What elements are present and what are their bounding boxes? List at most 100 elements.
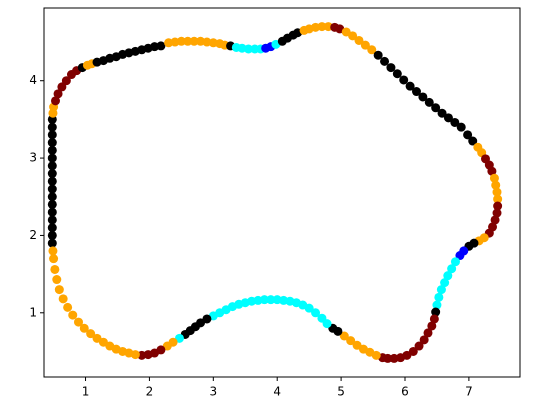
point bbox=[58, 294, 68, 304]
point bbox=[443, 113, 453, 123]
point bbox=[156, 41, 166, 51]
point bbox=[450, 117, 460, 127]
y-tick-label: 4 bbox=[29, 73, 37, 87]
point bbox=[47, 153, 57, 163]
x-tick-label: 2 bbox=[146, 385, 154, 399]
point bbox=[389, 353, 399, 363]
point bbox=[456, 122, 466, 132]
point bbox=[490, 215, 500, 225]
point bbox=[487, 166, 497, 176]
x-tick-label: 4 bbox=[273, 385, 281, 399]
point bbox=[86, 329, 96, 339]
point bbox=[266, 295, 276, 305]
point bbox=[434, 292, 444, 302]
x-tick-label: 5 bbox=[337, 385, 345, 399]
point bbox=[493, 201, 503, 211]
point bbox=[405, 81, 415, 91]
x-tick-label: 7 bbox=[465, 385, 473, 399]
point bbox=[51, 96, 61, 106]
point bbox=[47, 238, 57, 248]
y-tick-label: 1 bbox=[29, 305, 37, 319]
point bbox=[47, 161, 57, 171]
point bbox=[47, 122, 57, 132]
point bbox=[47, 199, 57, 209]
point bbox=[348, 31, 358, 41]
point bbox=[54, 285, 64, 295]
point bbox=[455, 251, 465, 261]
point bbox=[317, 313, 327, 323]
point bbox=[339, 331, 349, 341]
point bbox=[367, 45, 377, 55]
point bbox=[47, 215, 57, 225]
point bbox=[443, 271, 453, 281]
point bbox=[354, 35, 364, 45]
point bbox=[463, 130, 473, 140]
point bbox=[68, 310, 78, 320]
point bbox=[419, 335, 429, 345]
point bbox=[47, 230, 57, 240]
point bbox=[47, 176, 57, 186]
point bbox=[183, 36, 193, 46]
point bbox=[491, 180, 501, 190]
point bbox=[429, 314, 439, 324]
plot-frame bbox=[43, 7, 521, 378]
point bbox=[352, 340, 362, 350]
point bbox=[399, 75, 409, 85]
point bbox=[380, 56, 390, 66]
point bbox=[311, 308, 321, 318]
point bbox=[424, 97, 434, 107]
point bbox=[468, 136, 478, 146]
point bbox=[47, 207, 57, 217]
point bbox=[47, 138, 57, 148]
point bbox=[47, 223, 57, 233]
point bbox=[47, 169, 57, 179]
point bbox=[492, 187, 502, 197]
point bbox=[47, 184, 57, 194]
point bbox=[489, 173, 499, 183]
point bbox=[418, 92, 428, 102]
point bbox=[423, 328, 433, 338]
point bbox=[47, 130, 57, 140]
x-tick-label: 1 bbox=[82, 385, 90, 399]
point bbox=[386, 63, 396, 73]
point bbox=[431, 307, 441, 317]
point bbox=[53, 89, 63, 99]
point bbox=[411, 87, 421, 97]
x-tick-label: 6 bbox=[401, 385, 409, 399]
point bbox=[432, 300, 442, 310]
point bbox=[92, 333, 102, 343]
point bbox=[243, 44, 253, 54]
y-tick-label: 3 bbox=[29, 151, 37, 165]
point bbox=[436, 285, 446, 295]
point bbox=[57, 82, 67, 92]
point bbox=[373, 50, 383, 60]
point bbox=[79, 323, 89, 333]
point bbox=[63, 302, 73, 312]
point bbox=[493, 194, 503, 204]
point bbox=[431, 103, 441, 113]
point bbox=[447, 264, 457, 274]
point bbox=[450, 257, 460, 267]
point bbox=[189, 36, 199, 46]
point bbox=[492, 208, 502, 218]
y-tick-label: 2 bbox=[29, 228, 37, 242]
point bbox=[360, 40, 370, 50]
point bbox=[47, 145, 57, 155]
point bbox=[52, 275, 62, 285]
point bbox=[317, 22, 327, 32]
point bbox=[392, 69, 402, 79]
point bbox=[414, 341, 424, 351]
point bbox=[48, 246, 58, 256]
point bbox=[74, 317, 84, 327]
point bbox=[437, 108, 447, 118]
point bbox=[427, 321, 437, 331]
point bbox=[61, 76, 71, 86]
point bbox=[440, 278, 450, 288]
x-tick-label: 3 bbox=[209, 385, 217, 399]
point bbox=[176, 36, 186, 46]
point bbox=[47, 192, 57, 202]
point bbox=[50, 264, 60, 274]
point bbox=[49, 254, 59, 264]
